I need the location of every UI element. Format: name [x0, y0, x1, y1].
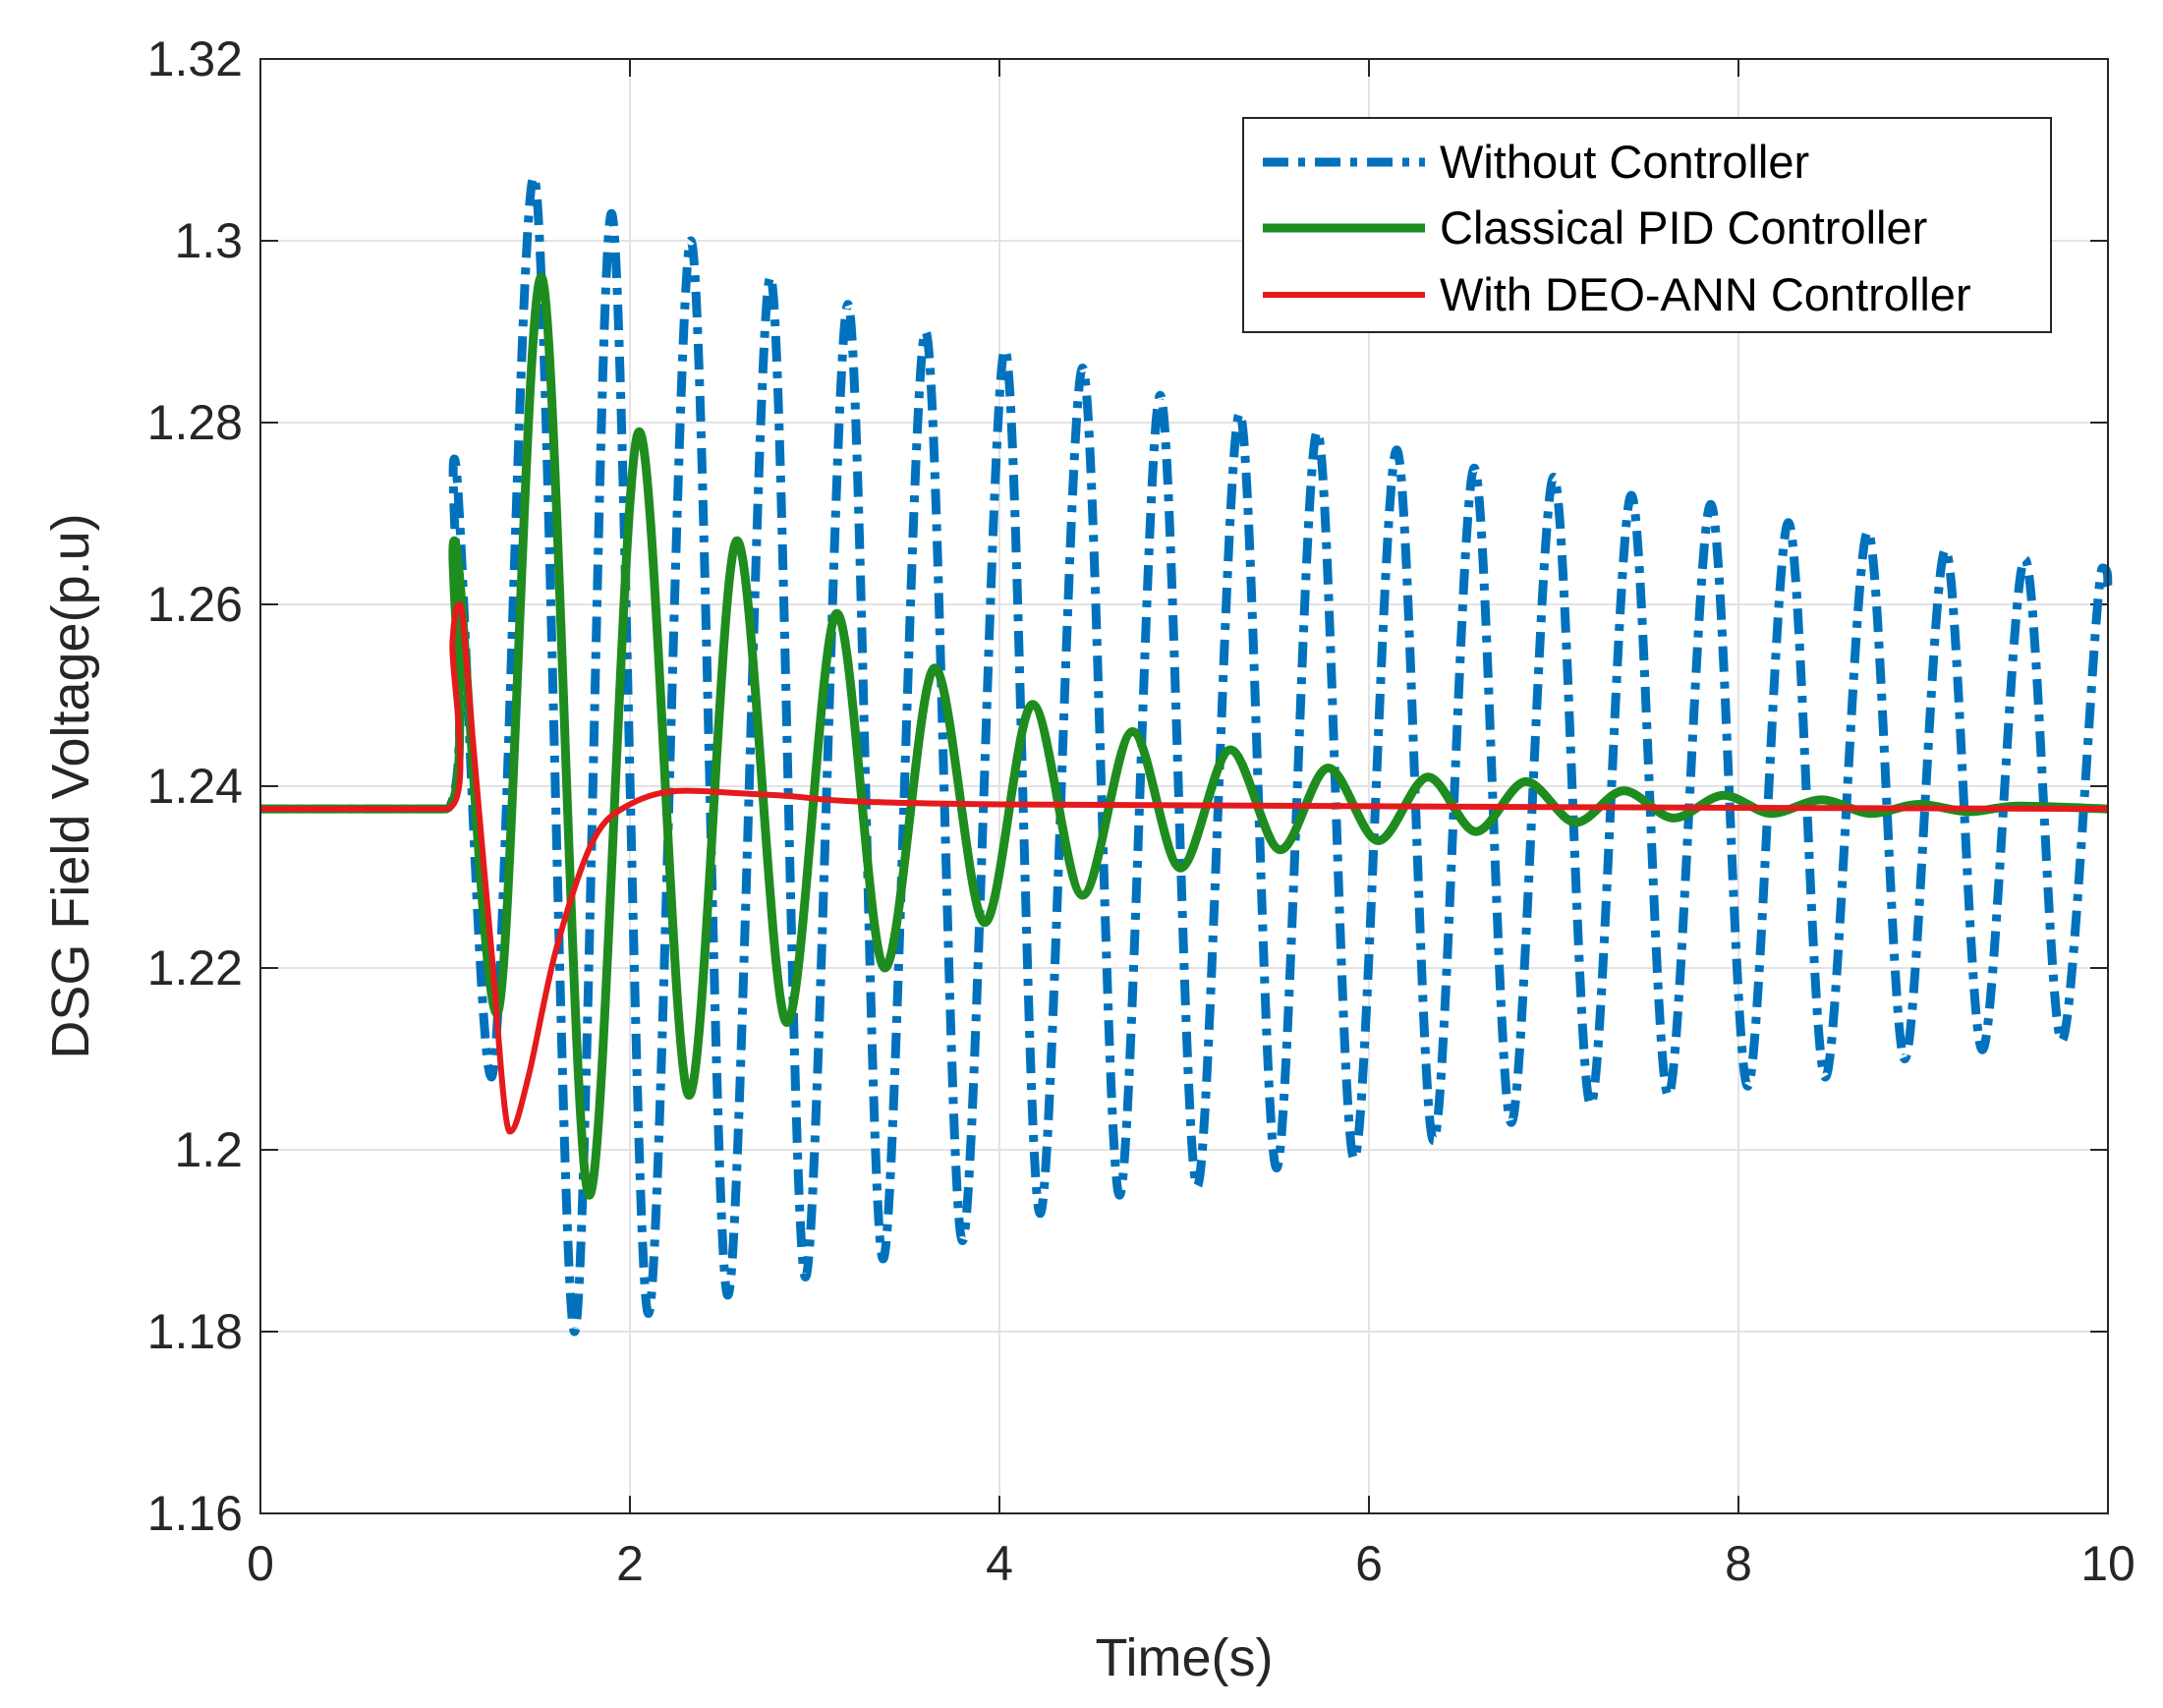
y-tick-label: 1.18	[147, 1304, 243, 1359]
plot-frame	[259, 58, 2109, 1514]
x-tick-label: 2	[616, 1536, 644, 1591]
x-tick-label: 4	[986, 1536, 1013, 1591]
y-tick-label: 1.32	[147, 31, 243, 86]
y-axis-ticks: 1.16 1.18 1.2 1.22 1.24 1.26 1.28 1.3 1.32	[147, 31, 2108, 1541]
legend-label-classical-pid: Classical PID Controller	[1440, 201, 1927, 254]
series-group	[259, 172, 2113, 1337]
y-tick-label: 1.16	[147, 1486, 243, 1541]
legend: Without Controller Classical PID Control…	[1242, 117, 2052, 333]
x-tick-label: 6	[1355, 1536, 1383, 1591]
series-deo-ann	[259, 601, 2109, 1135]
y-tick-label: 1.24	[147, 759, 243, 814]
legend-label-deo-ann: With DEO-ANN Controller	[1440, 268, 1971, 320]
legend-label-without-controller: Without Controller	[1440, 136, 1809, 188]
x-axis-label: Time(s)	[1096, 1628, 1274, 1687]
y-tick-label: 1.28	[147, 395, 243, 450]
series-without-controller	[259, 172, 2113, 1337]
y-tick-label: 1.2	[174, 1122, 243, 1177]
series-classical-pid	[259, 272, 2109, 1200]
x-tick-label: 0	[247, 1536, 274, 1591]
x-tick-label: 10	[2080, 1536, 2135, 1591]
y-axis-label: DSG Field Voltage(p.u)	[41, 513, 100, 1058]
y-tick-label: 1.22	[147, 940, 243, 996]
y-tick-label: 1.3	[174, 213, 243, 268]
y-tick-label: 1.26	[147, 577, 243, 632]
x-tick-label: 8	[1725, 1536, 1752, 1591]
